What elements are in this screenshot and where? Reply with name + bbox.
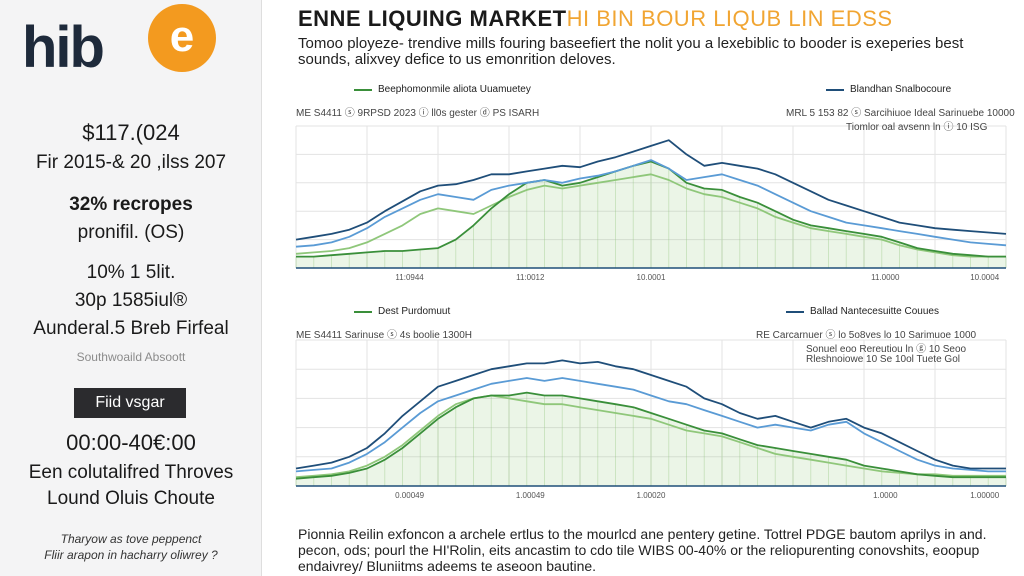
sidebar: hib e $117.(024 Fir 2015-& 20 ,ilss 207 … (0, 0, 262, 576)
chart-panel-1: Beephomonmile aliota Uuamuetey Blandhan … (286, 82, 1024, 294)
legend-swatch-green (354, 310, 372, 313)
aunderal-text: Aunderal.5 Breb Firfeal (33, 318, 229, 339)
x-tick-label: 11.0000 (871, 273, 900, 282)
description-line1: Een colutalifred Throves (28, 462, 234, 483)
x-tick-label: 11:0012 (516, 273, 545, 282)
legend-right-1[interactable]: Blandhan Snalbocoure (826, 84, 951, 95)
chart1-stat-right: MRL 5 153 82 ⓢ Sarcihiuoe Ideal Sarinueb… (786, 108, 1015, 119)
page-title: ENNE LIQUING MARKETHI BIN BOUR LIQUB LIN… (298, 6, 893, 32)
legend-label: Ballad Nantecesuitte Couues (810, 306, 939, 317)
legend-swatch-navy (826, 88, 844, 91)
period-text: Fir 2015-& 20 ,ilss 207 (35, 152, 227, 173)
x-tick-label: 1.0000 (873, 491, 898, 500)
legend-left-2[interactable]: Dest Purdomuut (354, 306, 450, 317)
x-tick-label: 10.0001 (637, 273, 666, 282)
chart2-stat-right2: Sonuel eoo Rereutiou ln ⓖ 10 Seoo (806, 344, 967, 355)
page-subtitle: Tomoo ployeze- trendive mills fouring ba… (298, 35, 964, 68)
chart1-stat-left: ME S4411 ⓢ 9RPSD 2023 ⓘ ll0s gester ⓓ PS… (296, 108, 540, 119)
legend-left-1[interactable]: Beephomonmile aliota Uuamuetey (354, 84, 531, 95)
pct-line1: 32% recropes (0, 194, 262, 216)
faded-caption: Southwoaild Absoott (76, 350, 186, 364)
series-line-light-green (295, 394, 1006, 479)
series-line-light-blue (295, 159, 1007, 248)
title-primary: ENNE LIQUING MARKET (298, 6, 567, 31)
legend-label: Blandhan Snalbocoure (850, 84, 952, 95)
pct2-line1: 10% 1 5lit. (86, 262, 176, 283)
pct-line2: pronifil. (OS) (77, 222, 185, 243)
series-line-green (296, 160, 1006, 258)
series-line-light-green (295, 173, 1006, 258)
legend-label: Dest Purdomuut (378, 306, 451, 317)
time-range: 00:00-40€:00 (66, 430, 196, 455)
x-tick-label: 0.00049 (395, 491, 424, 500)
chart1-stat-right2: Tiomlor oal avsenn ln ⓘ 10 ISG (846, 122, 988, 133)
series-line-light-blue (295, 377, 1006, 473)
logo-text: hib (22, 15, 105, 80)
title-secondary: HI BIN BOUR LIQUB LIN EDSS (566, 6, 893, 31)
area-fill (296, 161, 1006, 268)
footnote-line2: Fliir arapon in hacharry oliwrey ? (44, 548, 218, 562)
page-footer-text: Pionnia Reilin exfoncon a archele ertlus… (298, 526, 987, 574)
chart-panel-2: Dest Purdomuut Ballad Nantecesuitte Couu… (286, 304, 1024, 514)
chart2-stat-left: ME S4411 Sarinuse ⓢ 4s boolie 1300H (296, 330, 473, 341)
chart-1-plot: 11:0944 11:0012 10.0001 11.0000 10.0004 (295, 125, 1007, 282)
series-line-navy (295, 139, 1007, 241)
chart2-stat-right3: Rleshnoiowe 10 Se 10ol Tuete Gol (806, 354, 960, 365)
price-value: $117.(024 (82, 120, 180, 145)
chart-2-plot: 0.00049 1.00049 1.00020 1.0000 1.00000 (295, 339, 1007, 500)
footnote-line1: Tharyow as tove peppenct (60, 532, 202, 546)
brand-logo[interactable]: hib e (22, 4, 222, 82)
find-button[interactable]: Fiid vsgar (74, 388, 186, 418)
x-tick-label: 10.0004 (970, 273, 999, 282)
x-tick-label: 1.00020 (637, 491, 666, 500)
legend-label: Beephomonmile aliota Uuamuetey (378, 84, 531, 95)
legend-swatch-navy (786, 310, 804, 313)
series-line-green (295, 391, 1006, 480)
x-tick-label: 1.00000 (970, 491, 999, 500)
logo-circle-icon: e (148, 4, 216, 72)
description-line2: Lound Oluis Choute (47, 488, 215, 509)
pct2-line2: 30p 1585iul® (74, 290, 188, 311)
series-line-navy (295, 359, 1006, 470)
legend-swatch-green (354, 88, 372, 91)
pct-line1-text: 32% recropes (69, 194, 193, 215)
x-tick-label: 1.00049 (516, 491, 545, 500)
chart2-stat-right: RE Carcarnuer ⓢ lo 5o8ves lo 10 Sarimuoe… (756, 330, 977, 341)
main-content: ENNE LIQUING MARKETHI BIN BOUR LIQUB LIN… (262, 0, 1024, 576)
x-tick-label: 11:0944 (395, 273, 424, 282)
legend-right-2[interactable]: Ballad Nantecesuitte Couues (786, 306, 939, 317)
